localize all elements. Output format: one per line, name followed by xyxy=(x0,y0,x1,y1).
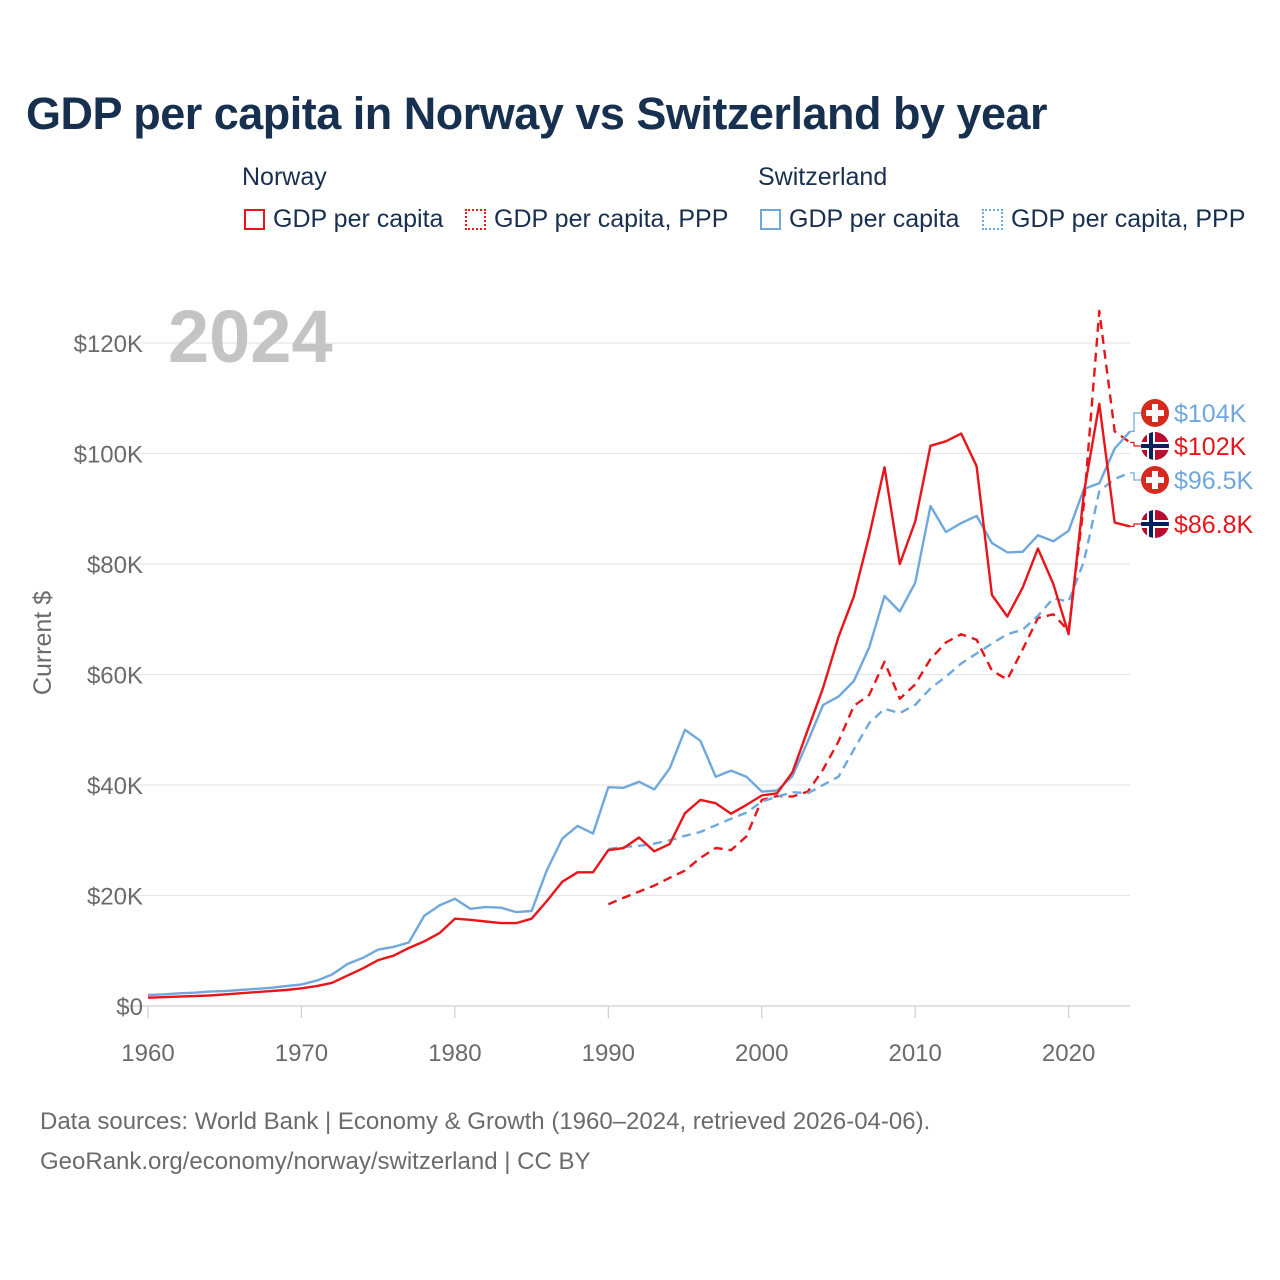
source-line-2[interactable]: GeoRank.org/economy/norway/switzerland |… xyxy=(40,1148,591,1175)
y-axis-label: Current $ xyxy=(29,591,57,695)
norway-flag-icon xyxy=(1141,432,1169,460)
x-tick-label: 1990 xyxy=(582,1040,635,1067)
legend-swatch-switzerland-gdp xyxy=(760,209,781,230)
end-label-connector xyxy=(1130,472,1141,481)
y-tick-label: $60K xyxy=(87,663,143,690)
x-tick-label: 1970 xyxy=(275,1040,328,1067)
end-label-connector xyxy=(1130,523,1141,528)
source-line-1: Data sources: World Bank | Economy & Gro… xyxy=(40,1108,931,1135)
end-value-label: $86.8K xyxy=(1174,511,1254,539)
legend-item-norway-ppp[interactable]: GDP per capita, PPP xyxy=(494,205,729,233)
x-tick-label: 1960 xyxy=(121,1040,174,1067)
series-line-norway-gdp-per-capita[interactable] xyxy=(147,402,1131,999)
switzerland-flag-icon xyxy=(1141,399,1169,427)
end-value-label: $102K xyxy=(1174,433,1247,461)
grid-lines xyxy=(120,342,1130,1007)
legend-country-switzerland: Switzerland xyxy=(758,163,888,191)
end-labels: $86.8K $102K $104K $96.5K xyxy=(1130,399,1254,539)
y-tick-label: $20K xyxy=(87,884,143,911)
legend-swatch-norway-ppp xyxy=(465,209,486,230)
end-value-label: $104K xyxy=(1174,400,1247,428)
y-tick-label: $0 xyxy=(116,994,143,1021)
x-tick-label: 2000 xyxy=(735,1040,788,1067)
series-layer xyxy=(147,309,1131,999)
legend-country-norway: Norway xyxy=(242,163,327,191)
switzerland-flag-icon xyxy=(1141,466,1169,494)
norway-flag-icon xyxy=(1141,510,1169,538)
end-value-label: $96.5K xyxy=(1174,467,1254,495)
y-tick-label: $80K xyxy=(87,552,143,579)
year-watermark: 2024 xyxy=(168,295,333,378)
y-tick-label: $120K xyxy=(74,331,143,358)
x-axis-ticks: 1960 1970 1980 1990 2000 2010 2020 xyxy=(121,1006,1095,1067)
y-tick-label: $100K xyxy=(74,442,143,469)
x-tick-label: 1980 xyxy=(428,1040,481,1067)
x-tick-label: 2020 xyxy=(1042,1040,1095,1067)
series-line-switzerland-gdp-per-capita-ppp[interactable] xyxy=(608,471,1131,851)
legend-item-norway-gdp[interactable]: GDP per capita xyxy=(273,205,444,233)
legend-swatch-switzerland-ppp xyxy=(982,209,1003,230)
chart-title: GDP per capita in Norway vs Switzerland … xyxy=(26,88,1048,139)
legend-item-switzerland-ppp[interactable]: GDP per capita, PPP xyxy=(1011,205,1246,233)
legend-item-switzerland-gdp[interactable]: GDP per capita xyxy=(789,205,960,233)
end-label-connector xyxy=(1130,412,1141,432)
x-tick-label: 2010 xyxy=(888,1040,941,1067)
y-tick-label: $40K xyxy=(87,773,143,800)
series-line-switzerland-gdp-per-capita[interactable] xyxy=(147,430,1131,997)
line-chart: $0 $20K $40K $60K $80K $100K $120K 1960 1970 198… xyxy=(29,295,1254,1067)
end-label-connector xyxy=(1130,441,1141,447)
series-line-norway-gdp-per-capita-ppp[interactable] xyxy=(607,309,1131,906)
y-axis-ticks: $0 $20K $40K $60K $80K $100K $120K xyxy=(74,331,143,1021)
legend-swatch-norway-gdp xyxy=(244,209,265,230)
